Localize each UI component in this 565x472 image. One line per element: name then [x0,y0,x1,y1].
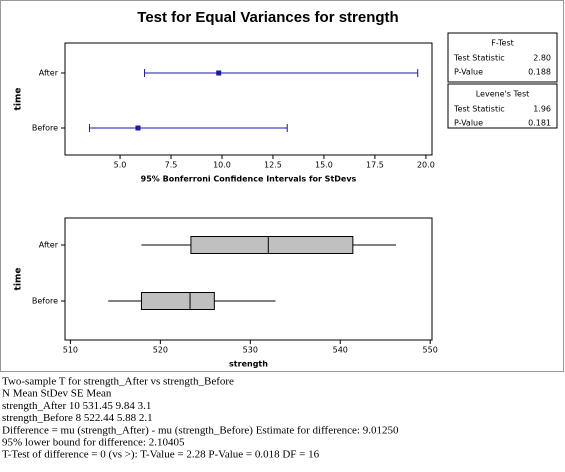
test-label: Test Statistic [453,105,505,114]
test-title: Levene's Test [476,90,530,99]
box [190,236,354,254]
y-axis-label: time [14,268,24,291]
x-tick-label: 5.0 [114,161,127,170]
test-value: 0.188 [528,68,551,77]
y-tick-label: Before [32,124,58,133]
y-tick-label: Before [32,297,58,306]
output-line: Two-sample T for strength_After vs stren… [2,376,234,388]
x-tick-label: 20.0 [417,161,435,170]
test-label: Test Statistic [453,54,505,63]
output-line: T-Test of difference = 0 (vs >): T-Value… [2,449,320,461]
test-value: 0.181 [528,119,551,128]
y-tick-label: After [39,241,59,250]
point-estimate [216,70,222,76]
x-tick-label: 550 [423,346,438,355]
output-line: N Mean StDev SE Mean [2,388,112,400]
test-box [447,83,558,129]
test-label: P-Value [454,68,483,77]
x-tick-label: 7.5 [165,161,178,170]
x-tick-label: 540 [333,346,348,355]
x-tick-label: 510 [63,346,78,355]
x-axis-label: strength [229,360,268,369]
x-axis-label: 95% Bonferroni Confidence Intervals for … [141,175,357,184]
test-title: F-Test [491,39,514,48]
output-line: strength_After 10 531.45 9.84 3.1 [2,400,151,412]
x-tick-label: 530 [243,346,258,355]
x-tick-label: 12.5 [264,161,282,170]
box [140,292,215,310]
test-value: 2.80 [533,54,551,63]
y-axis-label: time [14,88,24,111]
x-tick-label: 520 [153,346,168,355]
y-tick-label: After [39,69,59,78]
test-value: 1.96 [533,105,551,114]
point-estimate [135,125,141,131]
plot-frame [64,42,433,156]
x-tick-label: 10.0 [213,161,231,170]
output-line: strength_Before 8 522.44 5.88 2.1 [2,412,153,424]
title: Test for Equal Variances for strength [137,9,398,26]
test-box [447,32,558,83]
output-line: Difference = mu (strength_After) - mu (s… [2,424,399,436]
output-line: 95% lower bound for difference: 2.10405 [2,437,185,449]
x-tick-label: 17.5 [366,161,384,170]
test-label: P-Value [454,119,483,128]
x-tick-label: 15.0 [315,161,333,170]
